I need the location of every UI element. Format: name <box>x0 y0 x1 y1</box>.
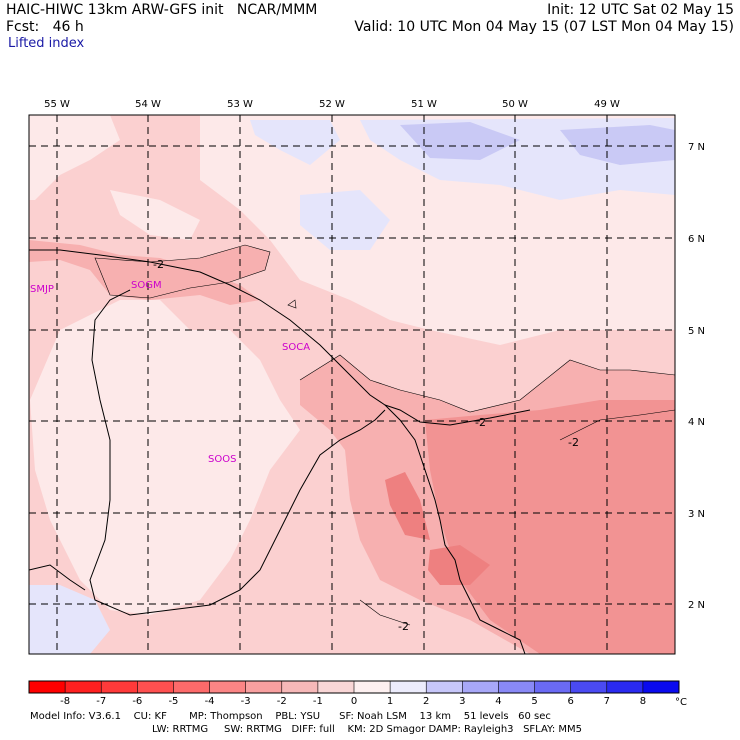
colorbar-tick-label: 0 <box>351 696 357 707</box>
contour-labels: -2 -2 -2 -2 <box>153 258 579 633</box>
colorbar-segment <box>534 681 572 693</box>
lon-label: 55 W <box>44 99 70 110</box>
colorbar-tick-label: 1 <box>387 696 393 707</box>
station-labels: SMJP SOGM SOCA SOOS <box>30 280 310 465</box>
colorbar-segment <box>101 681 138 693</box>
colorbar-tick-label: -5 <box>168 696 178 707</box>
lat-label: 6 N <box>688 234 705 245</box>
model-info-line2: LW: RRTMG SW: RRTMG DIFF: full KM: 2D Sm… <box>152 724 582 735</box>
station-soca: SOCA <box>282 342 310 353</box>
shade-zero-interior <box>30 300 300 615</box>
colorbar-tick-label: -4 <box>205 696 215 707</box>
model-info-line1: Model Info: V3.6.1 CU: KF MP: Thompson P… <box>30 711 551 722</box>
lat-label: 2 N <box>688 600 705 611</box>
contour-label: -2 <box>153 258 164 271</box>
lon-label: 51 W <box>411 99 437 110</box>
colorbar-tick-label: -8 <box>60 696 70 707</box>
colorbar-tick-label: -3 <box>241 696 251 707</box>
shade-positive-north <box>250 120 340 165</box>
lat-label: 3 N <box>688 509 705 520</box>
lat-label: 7 N <box>688 142 705 153</box>
title-left: HAIC-HIWC 13km ARW-GFS init NCAR/MMM <box>6 2 318 18</box>
colorbar-segment <box>606 681 644 693</box>
lifted-index-shading <box>29 115 675 654</box>
colorbar-tick-label: 8 <box>640 696 646 707</box>
shade-positive-ne-core <box>400 122 520 160</box>
shade-negative-sogm <box>95 245 270 298</box>
lon-label: 53 W <box>227 99 253 110</box>
shade-positive-ne-core2 <box>560 125 675 165</box>
border-suriname-west <box>89 289 386 616</box>
colorbar-tick-label: 2 <box>423 696 429 707</box>
colorbar-segment <box>354 681 391 693</box>
colorbar-segment <box>642 681 680 693</box>
colorbar-segment <box>245 681 283 693</box>
shade-zero-west <box>29 115 120 200</box>
colorbar: -8 -7 -6 -5 -4 -3 -2 -1 0 1 2 3 4 5 6 7 8 <box>28 680 680 707</box>
shade-positive-sw <box>29 585 110 654</box>
colorbar-segment <box>65 681 102 693</box>
shade-negative-spot2 <box>428 545 490 585</box>
border-brazil-sw <box>29 564 86 591</box>
lon-label: 50 W <box>502 99 528 110</box>
colorbar-segment <box>29 681 66 693</box>
colorbar-segment <box>209 681 247 693</box>
station-sogm: SOGM <box>131 280 162 291</box>
init-time: Init: 12 UTC Sat 02 May 15 <box>547 2 734 18</box>
colorbar-segment <box>498 681 536 693</box>
longitude-labels: 55 W 54 W 53 W 52 W 51 W 50 W 49 W <box>44 99 620 110</box>
colorbar-tick-label: -6 <box>132 696 142 707</box>
colorbar-tick-label: -1 <box>313 696 323 707</box>
forecast-hour: Fcst: 46 h <box>6 19 84 35</box>
shade-negative-east-core <box>425 400 675 654</box>
station-soos: SOOS <box>208 454 236 465</box>
shade-negative-spot1 <box>385 472 430 540</box>
colorbar-segment <box>426 681 463 693</box>
colorbar-segment <box>462 681 499 693</box>
station-smjp: SMJP <box>30 284 54 295</box>
colorbar-tick-label: 4 <box>495 696 501 707</box>
colorbar-tick-label: 5 <box>531 696 537 707</box>
colorbar-segment <box>570 681 608 693</box>
colorbar-tick-label: -7 <box>96 696 106 707</box>
contour-label: -2 <box>568 436 579 449</box>
lat-label: 5 N <box>688 326 705 337</box>
colorbar-segment <box>173 681 211 693</box>
shade-zero-nw <box>110 190 200 240</box>
lon-label: 54 W <box>135 99 161 110</box>
latitude-labels: 7 N 6 N 5 N 4 N 3 N 2 N <box>688 142 705 611</box>
contour-label: -2 <box>475 416 486 429</box>
colorbar-segment <box>137 681 174 693</box>
latlon-grid <box>29 115 675 654</box>
colorbar-segment <box>281 681 319 693</box>
shade-positive-mid <box>300 190 390 250</box>
border-guiana <box>384 404 526 654</box>
coastline <box>29 249 531 426</box>
colorbar-tick-label: 3 <box>459 696 465 707</box>
colorbar-unit: °C <box>675 697 687 708</box>
colorbar-tick-label: 6 <box>567 696 573 707</box>
lon-label: 52 W <box>319 99 345 110</box>
colorbar-tick-label: -2 <box>277 696 287 707</box>
colorbar-segment <box>390 681 427 693</box>
field-name: Lifted index <box>8 36 85 51</box>
map-frame <box>28 114 676 655</box>
lon-label: 49 W <box>594 99 620 110</box>
contour-label: -2 <box>398 620 409 633</box>
coastline-borders <box>29 249 531 654</box>
colorbar-segment <box>317 681 355 693</box>
lat-label: 4 N <box>688 417 705 428</box>
valid-time: Valid: 10 UTC Mon 04 May 15 (07 LST Mon … <box>354 19 734 35</box>
contour-lines <box>94 244 675 626</box>
colorbar-tick-label: 7 <box>604 696 610 707</box>
